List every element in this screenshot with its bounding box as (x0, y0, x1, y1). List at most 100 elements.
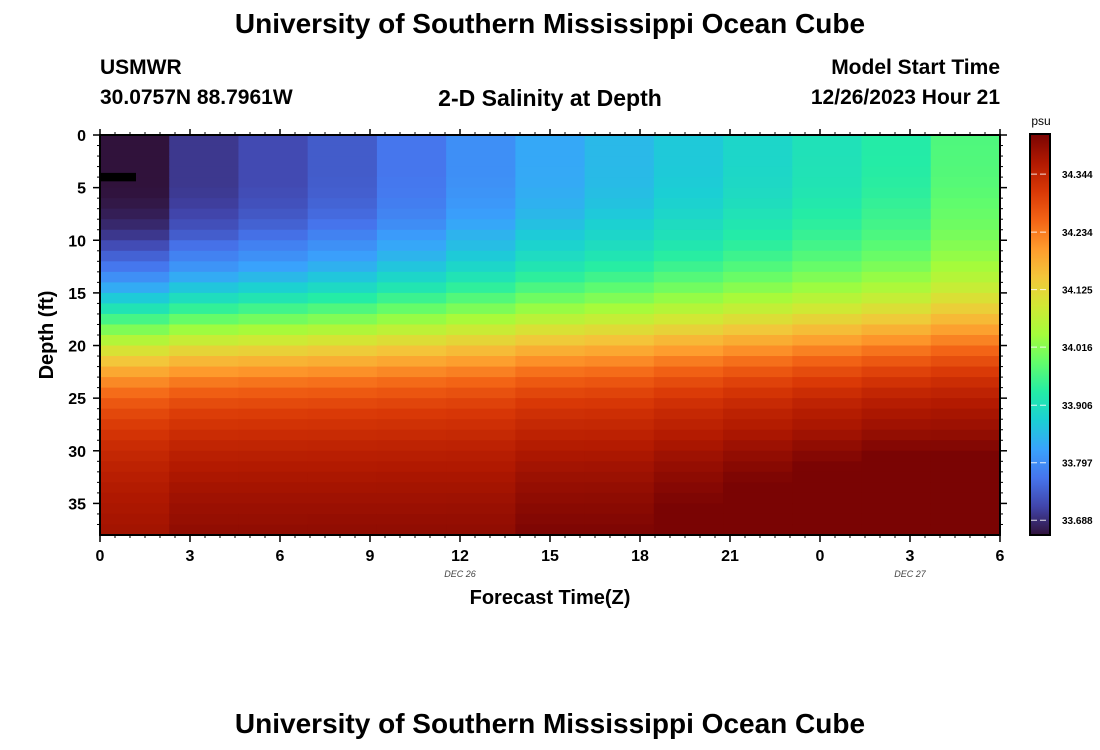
heatmap-cell (584, 166, 655, 178)
heatmap-cell (307, 429, 378, 441)
y-tick-label: 5 (77, 181, 86, 198)
colorbar-ramp (1029, 133, 1051, 536)
heatmap-cell (169, 303, 240, 315)
heatmap-cell (515, 208, 586, 220)
heatmap-cell (584, 450, 655, 462)
heatmap-cell (723, 271, 793, 283)
heatmap-cell (376, 450, 447, 462)
heatmap-cell (792, 429, 863, 441)
heatmap-cell (169, 250, 240, 262)
heatmap-cell (169, 419, 240, 431)
heatmap-cell (376, 524, 447, 536)
heatmap-cell (653, 335, 724, 347)
heatmap-cell (723, 156, 793, 168)
heatmap-cell (653, 482, 724, 494)
heatmap-cell (861, 524, 932, 536)
heatmap-cell (307, 524, 378, 536)
heatmap-cell (861, 282, 932, 294)
heatmap-cell (376, 387, 447, 399)
x-tick-label: 9 (366, 548, 375, 565)
heatmap-cell (100, 419, 170, 431)
heatmap-cell (653, 145, 724, 157)
heatmap-cell (307, 387, 378, 399)
heatmap-cell (100, 461, 170, 473)
heatmap-cell (515, 324, 586, 336)
heatmap-cell (100, 303, 170, 315)
x-axis-label: Forecast Time(Z) (470, 587, 631, 609)
heatmap-cell (930, 208, 1001, 220)
heatmap-cell (792, 450, 863, 462)
y-tick-label: 15 (68, 286, 86, 303)
heatmap-cell (584, 345, 655, 357)
heatmap-cell (446, 240, 516, 252)
heatmap-cell (584, 398, 655, 410)
heatmap-cell (238, 429, 309, 441)
heatmap-cell (515, 303, 586, 315)
heatmap-cell (376, 229, 447, 241)
heatmap-cell (169, 282, 240, 294)
heatmap-cell (169, 324, 240, 336)
date-label: DEC 26 (444, 569, 476, 579)
heatmap-cell (653, 356, 724, 368)
heatmap-cell (307, 356, 378, 368)
heatmap-cell (584, 419, 655, 431)
heatmap-cells (100, 135, 1001, 536)
heatmap-cell (930, 461, 1001, 473)
heatmap-cell (653, 313, 724, 326)
heatmap-cell (238, 366, 309, 378)
heatmap-cell (930, 335, 1001, 347)
heatmap-cell (723, 292, 793, 305)
heatmap-cell (169, 240, 240, 252)
heatmap-cell (376, 461, 447, 473)
heatmap-cell (100, 324, 170, 336)
heatmap-cell (376, 482, 447, 494)
heatmap-cell (861, 177, 932, 189)
heatmap-cell (515, 398, 586, 410)
heatmap-cell (169, 503, 240, 515)
heatmap-cell (169, 471, 240, 483)
heatmap-cell (723, 408, 793, 420)
heatmap-cell (376, 282, 447, 294)
heatmap-cell (238, 335, 309, 347)
salinity-depth-chart: 0 3 6 9 12 15 18 21 0 3 6 DEC 26 DEC 27 0 5 10 15 20 25 30… (36, 114, 1093, 609)
heatmap-cell (100, 429, 170, 441)
heatmap-cell (169, 208, 240, 220)
heatmap-cell (446, 282, 516, 294)
heatmap-cell (584, 292, 655, 305)
heatmap-cell (307, 261, 378, 273)
colorbar-tick-label: 34.016 (1062, 343, 1093, 354)
heatmap-cell (446, 166, 516, 178)
heatmap-cell (515, 177, 586, 189)
heatmap-cell (515, 524, 586, 536)
heatmap-cell (238, 166, 309, 178)
heatmap-cell (169, 261, 240, 273)
x-tick-label: 21 (721, 548, 739, 565)
heatmap-cell (584, 366, 655, 378)
heatmap-cell (861, 419, 932, 431)
heatmap-cell (446, 450, 516, 462)
x-tick-label: 6 (276, 548, 285, 565)
model-start-time: 12/26/2023 Hour 21 (810, 86, 1000, 109)
colorbar-tick-label: 33.797 (1062, 459, 1093, 470)
heatmap-cell (861, 166, 932, 178)
heatmap-cell (653, 187, 724, 199)
heatmap-cell (723, 429, 793, 441)
heatmap-cell (723, 145, 793, 157)
heatmap-cell (930, 440, 1001, 452)
heatmap-cell (307, 250, 378, 262)
heatmap-cell (930, 408, 1001, 420)
heatmap-cell (376, 271, 447, 283)
page-title: University of Southern Mississippi Ocean… (234, 8, 866, 39)
heatmap-cell (169, 408, 240, 420)
heatmap-cell (169, 177, 240, 189)
heatmap-cell (723, 377, 793, 389)
heatmap-cell (792, 324, 863, 336)
heatmap-cell (446, 503, 516, 515)
heatmap-cell (446, 398, 516, 410)
heatmap-cell (100, 229, 170, 241)
heatmap-cell (653, 324, 724, 336)
masked-cell (100, 172, 136, 182)
heatmap-cell (307, 240, 378, 252)
heatmap-cell (307, 366, 378, 378)
heatmap-cell (930, 135, 1001, 147)
